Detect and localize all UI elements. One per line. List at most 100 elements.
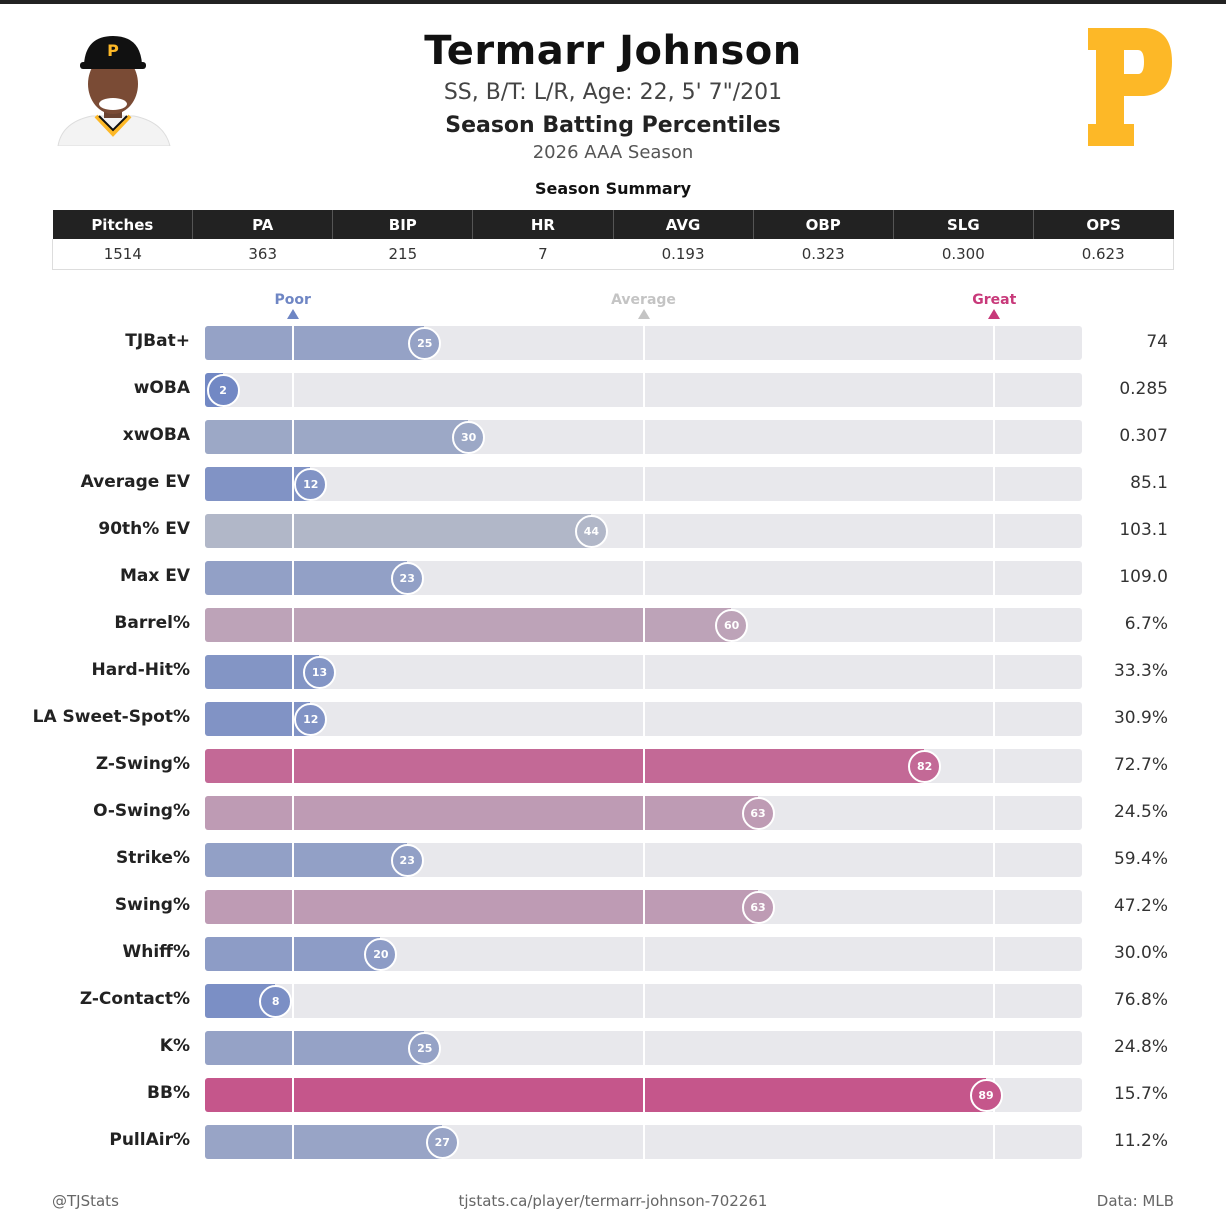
reference-line (993, 749, 996, 783)
reference-line (642, 655, 645, 689)
percentile-marker: 25 (408, 327, 442, 360)
reference-line (993, 843, 996, 877)
reference-line (993, 373, 996, 407)
percentile-marker: 13 (303, 656, 336, 689)
summary-column-header: OBP (752, 210, 894, 239)
reference-line (642, 608, 645, 642)
percentile-track: 25 (205, 1031, 1082, 1065)
percentile-marker: 27 (425, 1126, 459, 1159)
percentile-marker: 89 (969, 1079, 1003, 1112)
reference-line (642, 890, 645, 924)
reference-line (291, 984, 294, 1018)
metric-label: Average EV (80, 472, 190, 492)
percentile-track: 23 (205, 843, 1082, 877)
reference-line (291, 655, 294, 689)
percentile-track: 63 (205, 890, 1082, 924)
scale-label-poor: Poor (274, 292, 311, 308)
metric-value: 30.0% (1113, 943, 1168, 963)
percentile-bar (205, 890, 758, 924)
metric-row: xwOBA 30 0.307 (0, 419, 1226, 455)
percentile-bar (205, 843, 407, 877)
percentile-bar (205, 1125, 442, 1159)
metric-row: wOBA 2 0.285 (0, 372, 1226, 408)
percentile-marker: 60 (715, 609, 749, 642)
summary-header-row: Pitches PA BIP HR AVG OBP SLG OPS (52, 210, 1174, 239)
percentile-bar (205, 749, 925, 783)
metric-label: wOBA (133, 378, 190, 398)
percentile-bar (205, 655, 319, 689)
summary-column-header: AVG (612, 210, 754, 239)
metric-row: Swing% 63 47.2% (0, 889, 1226, 925)
reference-line (291, 467, 294, 501)
reference-line (642, 561, 645, 595)
percentile-track: 63 (205, 796, 1082, 830)
reference-line (291, 561, 294, 595)
percentile-marker: 12 (294, 468, 328, 501)
summary-column-header: HR (472, 210, 613, 239)
percentile-marker: 25 (408, 1032, 442, 1065)
player-headshot: P (52, 26, 174, 146)
reference-line (993, 1031, 996, 1065)
summary-cell: 7 (472, 239, 613, 270)
metric-row: Average EV 12 85.1 (0, 466, 1226, 502)
metric-label: Hard-Hit% (91, 660, 190, 680)
reference-line (642, 1125, 645, 1159)
reference-line (291, 843, 294, 877)
percentile-track: 2 (205, 373, 1082, 407)
reference-line (642, 1078, 645, 1112)
reference-line (291, 749, 294, 783)
reference-line (642, 420, 645, 454)
svg-text:P: P (107, 41, 119, 60)
reference-line (642, 984, 645, 1018)
reference-line (642, 843, 645, 877)
metric-row: TJBat+ 25 74 (0, 325, 1226, 361)
scale-marker-great: Great (934, 292, 1054, 319)
scale-label-great: Great (972, 292, 1017, 308)
reference-line (642, 326, 645, 360)
metric-row: K% 25 24.8% (0, 1030, 1226, 1066)
metric-label: TJBat+ (125, 331, 190, 351)
scale-marker-average: Average (584, 292, 704, 319)
reference-line (291, 1031, 294, 1065)
reference-line (993, 937, 996, 971)
metric-row: Hard-Hit% 13 33.3% (0, 654, 1226, 690)
reference-line (642, 373, 645, 407)
percentile-marker: 2 (206, 374, 240, 407)
metric-value: 15.7% (1113, 1084, 1168, 1104)
reference-line (291, 937, 294, 971)
summary-column-header: BIP (332, 210, 473, 239)
percentile-marker: 20 (364, 938, 398, 971)
percentile-track: 12 (205, 702, 1082, 736)
reference-line (291, 326, 294, 360)
reference-line (993, 561, 996, 595)
metric-row: LA Sweet-Spot% 12 30.9% (0, 701, 1226, 737)
percentile-track: 12 (205, 467, 1082, 501)
chart-title: Season Batting Percentiles (445, 113, 781, 138)
metric-value: 24.8% (1113, 1037, 1168, 1057)
triangle-up-icon (988, 309, 1001, 319)
season-summary-table: Pitches PA BIP HR AVG OBP SLG OPS 1514 3… (51, 210, 1175, 270)
summary-cell: 0.323 (753, 239, 894, 270)
percentile-marker: 23 (390, 844, 424, 877)
summary-value-row: 1514 363 215 7 0.193 0.323 0.300 0.623 (51, 239, 1175, 270)
percentile-bar (205, 796, 758, 830)
percentile-marker: 44 (574, 515, 608, 548)
summary-column-header: OPS (1032, 210, 1174, 239)
metric-label: LA Sweet-Spot% (32, 707, 190, 727)
reference-line (291, 420, 294, 454)
metric-value: 0.307 (1119, 426, 1168, 446)
metric-label: xwOBA (122, 425, 190, 445)
metric-value: 0.285 (1119, 379, 1168, 399)
footer-credit: @TJStats (52, 1192, 119, 1210)
percentile-track: 89 (205, 1078, 1082, 1112)
percentile-track: 25 (205, 326, 1082, 360)
top-border (0, 0, 1226, 4)
metric-label: Z-Swing% (95, 754, 190, 774)
metric-label: BB% (147, 1083, 190, 1103)
metric-row: BB% 89 15.7% (0, 1077, 1226, 1113)
reference-line (291, 890, 294, 924)
percentile-track: 23 (205, 561, 1082, 595)
summary-cell: 215 (332, 239, 473, 270)
metric-value: 30.9% (1113, 708, 1168, 728)
percentile-track: 13 (205, 655, 1082, 689)
